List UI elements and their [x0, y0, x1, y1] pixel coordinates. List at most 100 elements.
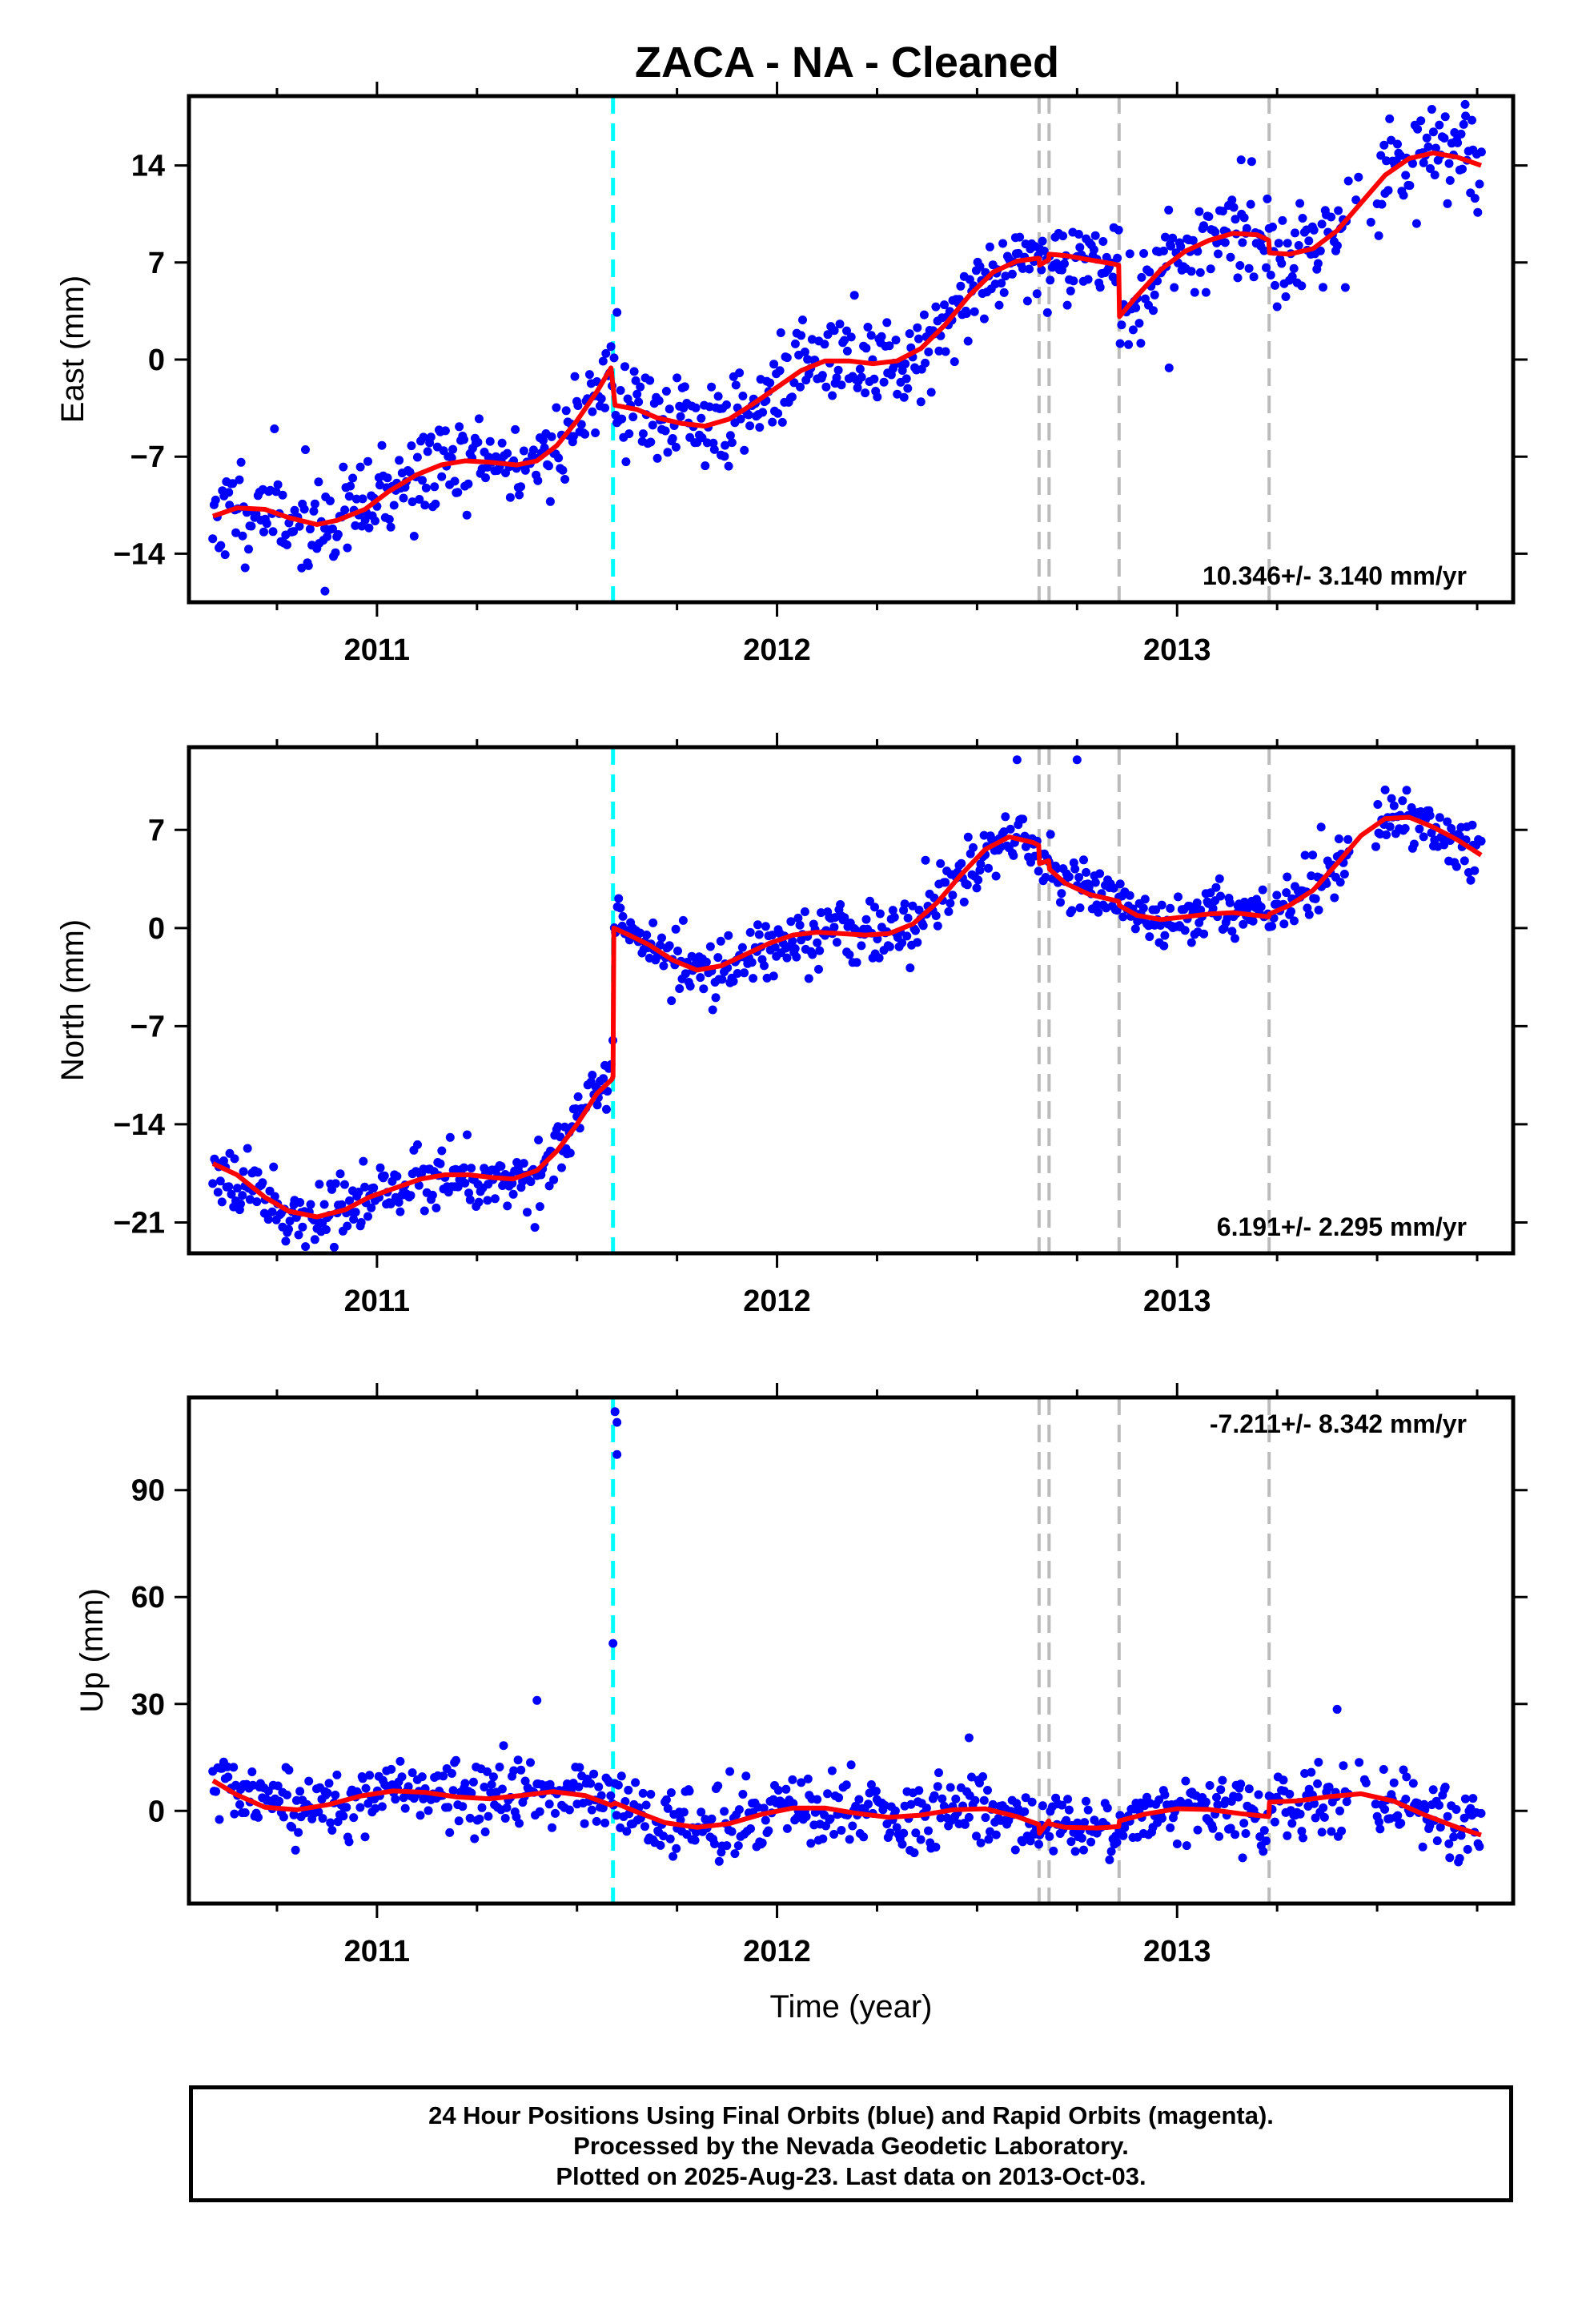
- x-tick-label: 2011: [344, 1285, 410, 1318]
- data-point: [539, 436, 548, 445]
- data-point: [363, 1212, 372, 1221]
- data-point: [360, 1832, 370, 1842]
- data-point: [905, 329, 914, 339]
- data-point: [808, 950, 817, 959]
- data-point: [342, 1803, 351, 1812]
- data-point: [1332, 241, 1342, 251]
- y-tick-label: −7: [130, 1010, 165, 1043]
- data-point: [1034, 1839, 1043, 1849]
- data-point: [609, 353, 619, 363]
- data-point: [314, 1807, 323, 1817]
- data-point: [1455, 1854, 1464, 1863]
- data-point: [676, 412, 685, 421]
- data-point: [1443, 199, 1452, 208]
- data-point: [1161, 232, 1170, 242]
- data-point: [1211, 227, 1220, 237]
- data-point: [1440, 1783, 1450, 1791]
- data-point: [631, 1778, 640, 1787]
- data-point: [624, 1785, 633, 1795]
- data-point: [1317, 219, 1327, 229]
- data-point: [1396, 1819, 1406, 1828]
- data-point: [663, 448, 673, 457]
- data-point: [1056, 898, 1065, 907]
- data-point: [573, 1092, 583, 1101]
- data-point: [1402, 786, 1411, 795]
- data-point: [710, 1839, 719, 1848]
- data-point: [367, 1203, 376, 1212]
- data-point: [749, 974, 758, 983]
- data-point: [789, 378, 799, 388]
- data-point: [458, 1802, 468, 1811]
- data-point: [1213, 1800, 1223, 1810]
- data-point: [1190, 287, 1199, 297]
- data-point: [1283, 239, 1292, 248]
- data-point: [829, 1830, 839, 1839]
- data-point: [1430, 171, 1439, 179]
- data-point: [297, 563, 307, 573]
- data-point: [400, 1803, 410, 1813]
- data-point: [383, 473, 392, 483]
- data-point: [646, 1790, 656, 1799]
- data-point: [714, 1856, 724, 1866]
- data-point: [841, 1780, 851, 1790]
- data-point: [575, 1763, 584, 1772]
- data-point: [864, 1799, 873, 1809]
- data-point: [337, 1200, 347, 1209]
- data-point: [972, 1831, 981, 1841]
- data-point: [515, 1819, 524, 1828]
- data-point: [836, 900, 845, 909]
- data-point: [903, 913, 913, 923]
- data-point: [1366, 218, 1375, 227]
- data-point: [483, 1196, 492, 1205]
- data-point: [287, 1823, 297, 1832]
- data-point: [1238, 1853, 1247, 1863]
- data-point: [1246, 199, 1255, 209]
- data-point: [1379, 140, 1389, 150]
- data-point: [707, 1814, 717, 1823]
- data-point: [1389, 801, 1399, 810]
- data-point: [545, 497, 555, 506]
- data-point: [1172, 1839, 1182, 1848]
- data-point: [1079, 1845, 1088, 1855]
- data-point: [1151, 905, 1161, 915]
- data-point: [837, 380, 846, 390]
- data-point: [1149, 306, 1158, 316]
- y-tick-label: 14: [131, 150, 165, 183]
- data-point: [776, 328, 785, 337]
- data-point: [782, 1823, 792, 1833]
- data-point: [1174, 892, 1182, 902]
- data-point: [1300, 1769, 1310, 1778]
- data-point: [1340, 283, 1350, 292]
- data-point: [933, 921, 942, 931]
- data-point: [891, 336, 901, 345]
- data-point: [460, 435, 468, 444]
- data-point: [523, 1208, 532, 1217]
- data-point: [1115, 339, 1125, 348]
- footer-line-1: 24 Hour Positions Using Final Orbits (bl…: [428, 2101, 1274, 2129]
- data-point: [984, 1835, 994, 1844]
- data-point: [394, 1197, 404, 1207]
- data-point: [701, 957, 711, 967]
- data-point: [589, 1769, 599, 1779]
- data-point: [208, 1179, 218, 1188]
- data-point: [652, 453, 662, 463]
- data-point: [1181, 1776, 1191, 1786]
- data-point: [574, 1782, 584, 1791]
- data-point: [340, 505, 350, 515]
- data-point: [405, 468, 415, 477]
- data-point: [879, 377, 889, 387]
- data-point: [247, 1767, 257, 1776]
- data-point: [1109, 883, 1118, 893]
- data-point: [606, 342, 616, 352]
- data-point: [803, 355, 813, 364]
- data-point: [930, 1791, 939, 1800]
- data-point: [291, 1845, 300, 1855]
- data-point: [1026, 1836, 1035, 1846]
- data-point: [1188, 235, 1198, 245]
- data-point: [318, 1814, 327, 1823]
- data-point: [610, 1407, 620, 1417]
- data-point: [1470, 194, 1480, 203]
- data-point: [1094, 907, 1103, 917]
- data-point: [1248, 916, 1258, 926]
- data-point: [921, 855, 930, 865]
